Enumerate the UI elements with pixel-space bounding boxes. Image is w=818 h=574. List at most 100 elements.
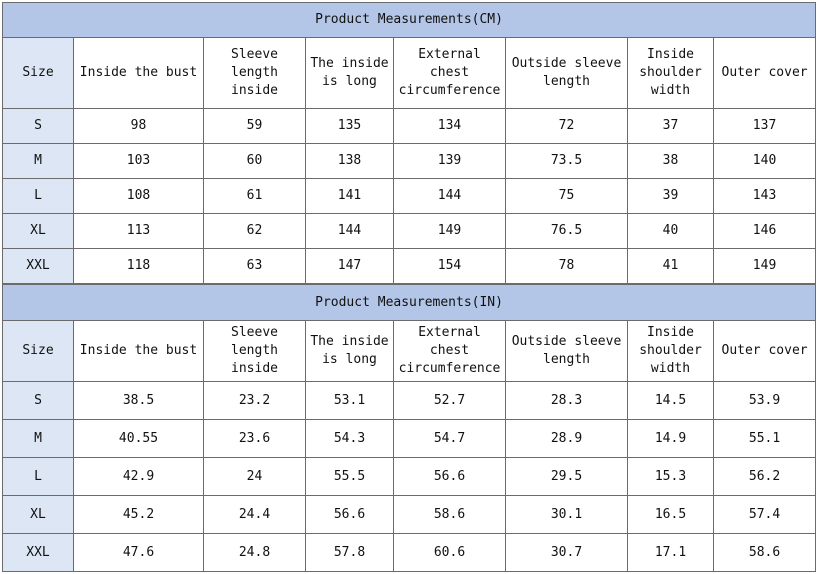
measurement: 55.1 [712,419,817,458]
measurement: 61 [203,178,306,214]
measurement: 55.5 [305,457,394,496]
measurement: 54.3 [305,419,394,458]
measurement: 58.6 [393,495,506,534]
measurement: 24.8 [203,533,306,572]
column-header: The inside is long [305,37,394,109]
measurement: 53.9 [712,381,817,420]
measurement: 76.5 [505,213,628,249]
measurement: 40 [627,213,714,249]
column-header: Inside the bust [73,320,204,382]
measurement: 144 [305,213,394,249]
measurement: 41 [627,248,714,284]
measurement: 24 [203,457,306,496]
measurement: 138 [305,143,394,179]
measurement: 137 [712,108,817,144]
measurement: 40.55 [73,419,204,458]
table-title: Product Measurements(CM) [1,2,817,38]
measurement: 141 [305,178,394,214]
measurement: 54.7 [393,419,506,458]
measurement: 39 [627,178,714,214]
measurement: 14.5 [627,381,714,420]
column-header: Inside shoulder width [627,37,714,109]
measurement: 56.6 [305,495,394,534]
column-header: Outer cover [712,320,817,382]
data-row: L 108 61 141 144 75 39 143 [2,178,817,214]
title-row: Product Measurements(CM) [1,2,817,38]
size-label: M [2,419,74,458]
measurement: 144 [393,178,506,214]
measurement: 149 [393,213,506,249]
measurement: 28.9 [505,419,628,458]
column-header: Sleeve length inside [203,37,306,109]
size-label: XL [2,495,74,534]
measurement: 53.1 [305,381,394,420]
size-label: XXL [2,248,74,284]
measurement: 59 [203,108,306,144]
measurement: 56.6 [393,457,506,496]
measurement: 62 [203,213,306,249]
column-header: Inside the bust [73,37,204,109]
data-row: M 40.55 23.6 54.3 54.7 28.9 14.9 55.1 [2,419,817,458]
measurement: 17.1 [627,533,714,572]
measurement: 38.5 [73,381,204,420]
measurement: 57.8 [305,533,394,572]
measurement: 28.3 [505,381,628,420]
measurement: 98 [73,108,204,144]
measurement: 42.9 [73,457,204,496]
table-title: Product Measurements(IN) [1,284,817,321]
column-header: Outer cover [712,37,817,109]
measurement: 37 [627,108,714,144]
data-row: XL 45.2 24.4 56.6 58.6 30.1 16.5 57.4 [2,495,817,534]
measurement: 60 [203,143,306,179]
size-label: L [2,178,74,214]
measurement-table: Product Measurements(CM) Size Inside the b… [1,2,817,284]
header-row: Size Inside the bust Sleeve length inside T… [2,37,817,109]
column-header: The inside is long [305,320,394,382]
measurement: 146 [712,213,817,249]
title-row: Product Measurements(IN) [1,284,817,321]
data-row: S 98 59 135 134 72 37 137 [2,108,817,144]
column-header: Sleeve length inside [203,320,306,382]
measurement: 57.4 [712,495,817,534]
measurement: 139 [393,143,506,179]
measurement: 47.6 [73,533,204,572]
measurement: 23.6 [203,419,306,458]
data-row: M 103 60 138 139 73.5 38 140 [2,143,817,179]
measurement: 52.7 [393,381,506,420]
measurement: 108 [73,178,204,214]
size-label: S [2,108,74,144]
measurement: 38 [627,143,714,179]
measurement: 140 [712,143,817,179]
measurement: 147 [305,248,394,284]
column-header: Outside sleeve length [505,37,628,109]
measurement: 134 [393,108,506,144]
measurement: 149 [712,248,817,284]
measurement: 15.3 [627,457,714,496]
measurement: 78 [505,248,628,284]
measurement: 60.6 [393,533,506,572]
measurement: 118 [73,248,204,284]
measurement: 30.7 [505,533,628,572]
measurement: 75 [505,178,628,214]
measurement: 135 [305,108,394,144]
data-row: S 38.5 23.2 53.1 52.7 28.3 14.5 53.9 [2,381,817,420]
measurement: 73.5 [505,143,628,179]
column-header: Size [2,320,74,382]
measurement: 72 [505,108,628,144]
measurement: 56.2 [712,457,817,496]
data-row: XL 113 62 144 149 76.5 40 146 [2,213,817,249]
column-header: External chest circumference [393,37,506,109]
data-row: XXL 47.6 24.8 57.8 60.6 30.7 17.1 58.6 [2,533,817,572]
column-header: Inside shoulder width [627,320,714,382]
size-label: XL [2,213,74,249]
measurement-table: Product Measurements(IN) Size Inside the b… [1,284,817,572]
measurement: 45.2 [73,495,204,534]
measurement: 103 [73,143,204,179]
column-header: Size [2,37,74,109]
measurement: 63 [203,248,306,284]
measurement: 16.5 [627,495,714,534]
column-header: External chest circumference [393,320,506,382]
size-label: XXL [2,533,74,572]
